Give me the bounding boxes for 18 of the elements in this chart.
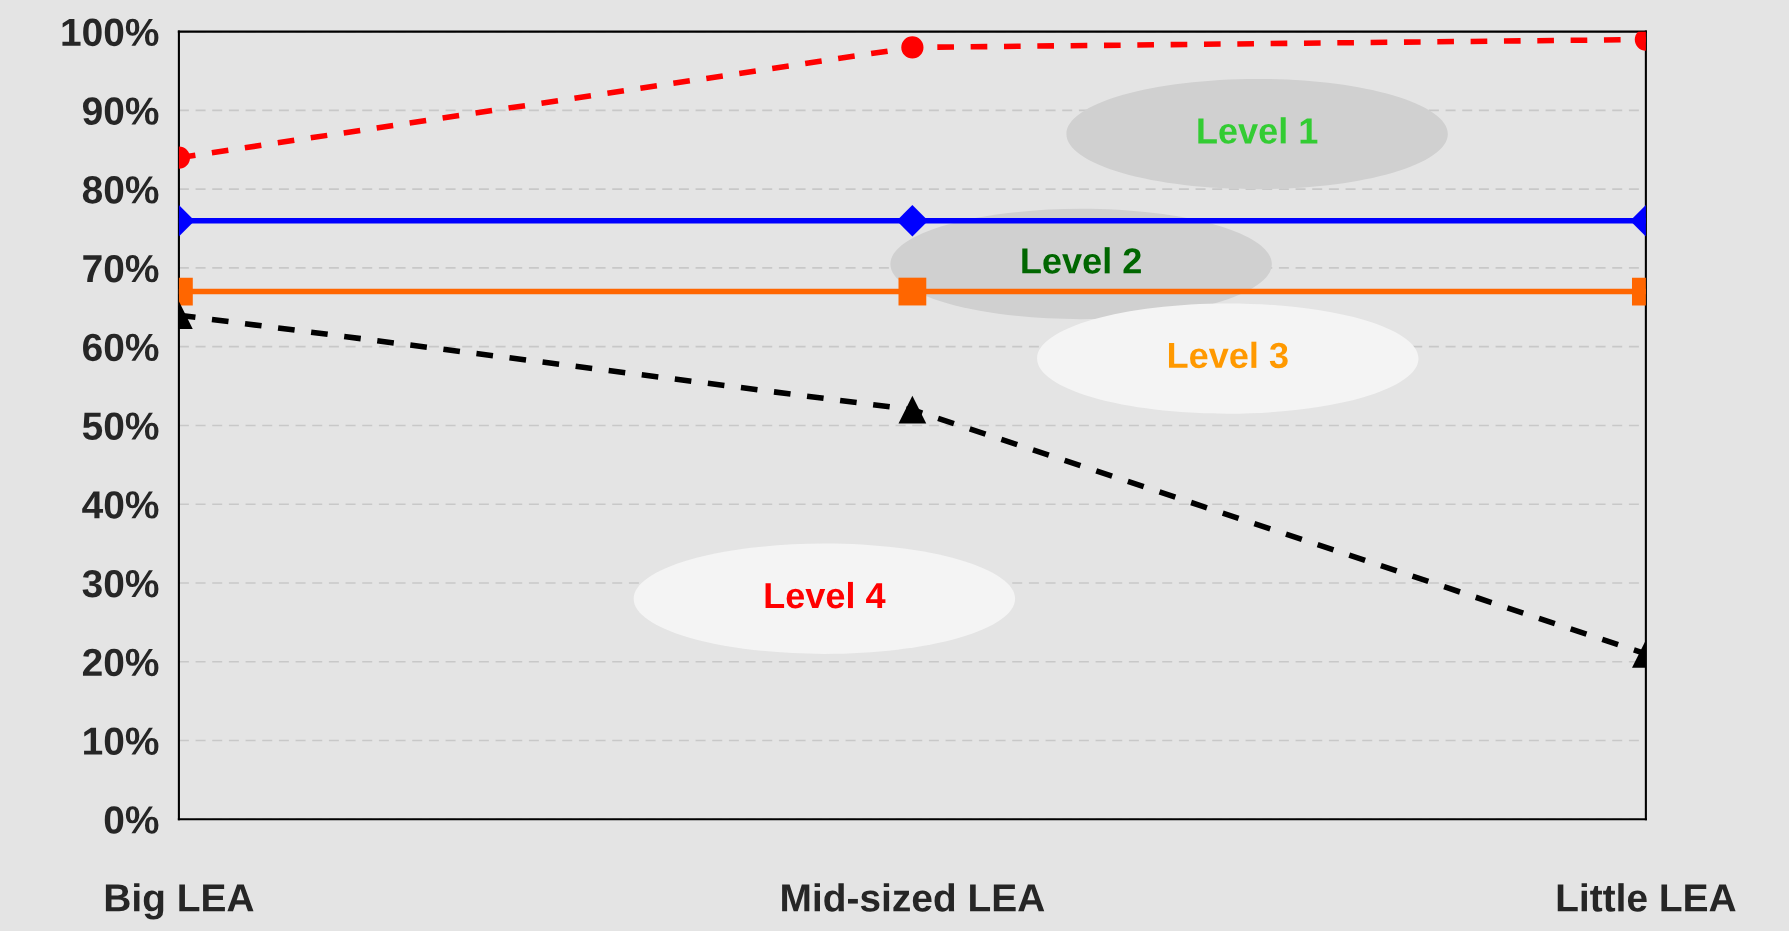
y-tick-label: 100%: [62, 18, 159, 47]
annotation: Level 2: [1022, 247, 1141, 274]
annotation: Level 3: [1168, 341, 1288, 369]
y-tick-label: 70%: [83, 254, 159, 283]
y-tick-label: 40%: [82, 491, 159, 519]
y-tick-label: 90%: [82, 97, 159, 125]
x-tick-label: Little LEA: [1557, 883, 1736, 912]
y-tick-label: 80%: [82, 176, 159, 204]
y-tick-label: 50%: [82, 412, 159, 440]
annotation: Level 4: [765, 581, 886, 609]
annotation: Level 1: [1198, 117, 1318, 144]
y-tick-label: 10%: [84, 727, 159, 755]
y-tick-label: 0%: [104, 806, 159, 834]
y-tick-label: 60%: [83, 333, 159, 362]
x-tick-label: Mid-sized LEA: [782, 883, 1045, 912]
x-tick-label: Big LEA: [105, 883, 254, 920]
y-tick-label: 30%: [82, 569, 159, 598]
y-tick-label: 20%: [82, 648, 159, 677]
